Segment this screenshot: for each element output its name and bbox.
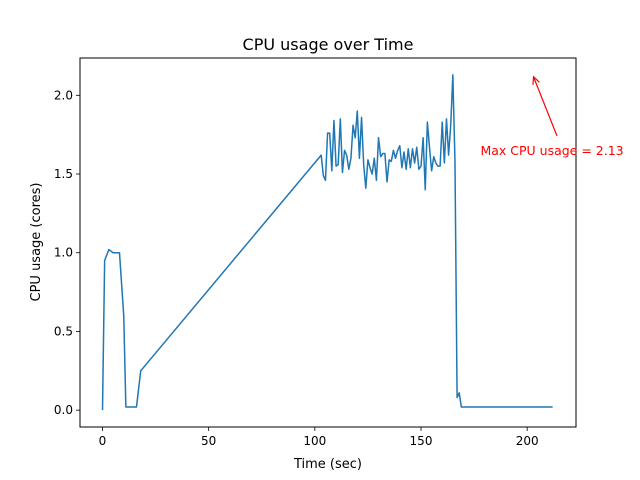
x-tick-label: 100 [303,434,326,448]
chart-title: CPU usage over Time [243,35,414,54]
y-tick-label: 0.5 [54,324,73,338]
y-axis-ticks: 0.0 0.5 1.0 1.5 2.0 [54,88,80,417]
y-axis-label: CPU usage (cores) [29,183,44,302]
plot-area [101,74,553,411]
x-axis-label: Time (sec) [293,457,362,472]
annotation-arrow-head [532,75,540,85]
axes-frame [79,57,577,428]
y-tick-label: 1.0 [54,246,73,260]
x-tick-label: 200 [516,434,539,448]
y-tick-label: 1.5 [54,167,73,181]
annotation-arrow-line [532,76,558,137]
x-axis-ticks: 0 50 100 150 200 [99,427,539,448]
x-tick-label: 50 [201,434,216,448]
y-tick-label: 2.0 [54,88,73,102]
x-tick-label: 150 [410,434,433,448]
annotation-label: Max CPU usage = 2.13 [480,143,623,158]
x-tick-label: 0 [99,434,107,448]
max-annotation: Max CPU usage = 2.13 [480,75,624,158]
series-line-0 [101,74,553,411]
y-tick-label: 0.0 [54,403,73,417]
